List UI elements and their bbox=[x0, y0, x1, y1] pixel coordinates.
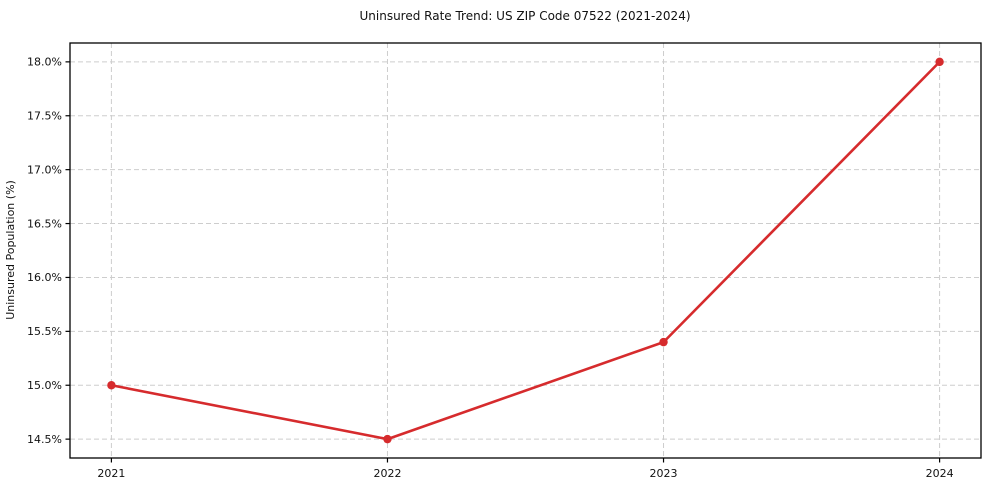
y-tick-label: 16.5% bbox=[27, 217, 62, 230]
data-point-2024 bbox=[935, 57, 944, 67]
y-tick-label: 17.5% bbox=[27, 110, 62, 123]
x-tick-label: 2022 bbox=[373, 467, 401, 480]
x-tick-label: 2024 bbox=[926, 467, 954, 480]
y-tick-label: 18.0% bbox=[27, 56, 62, 69]
x-tick-label: 2023 bbox=[650, 467, 678, 480]
data-point-2021 bbox=[107, 381, 116, 390]
y-axis-label: Uninsured Population (%) bbox=[4, 180, 17, 320]
trend-line bbox=[110, 60, 941, 441]
data-point-2023 bbox=[659, 337, 668, 347]
data-point-2022 bbox=[383, 434, 392, 444]
y-tick-label: 17.0% bbox=[27, 163, 62, 176]
y-tick-label: 15.5% bbox=[27, 325, 62, 338]
y-tick-label: 14.5% bbox=[27, 433, 62, 446]
x-tick-label: 2021 bbox=[97, 467, 125, 480]
plot-area: 14.5% 15.0% 15.5% 16.0% 16.5% 17.0% 17.5% 18.0%… bbox=[27, 42, 982, 480]
axis-frame bbox=[69, 42, 982, 459]
y-tick-label: 15.0% bbox=[27, 379, 62, 392]
y-tick-label: 16.0% bbox=[27, 271, 62, 284]
chart-title: Uninsured Rate Trend: US ZIP Code 07522 … bbox=[359, 9, 690, 23]
